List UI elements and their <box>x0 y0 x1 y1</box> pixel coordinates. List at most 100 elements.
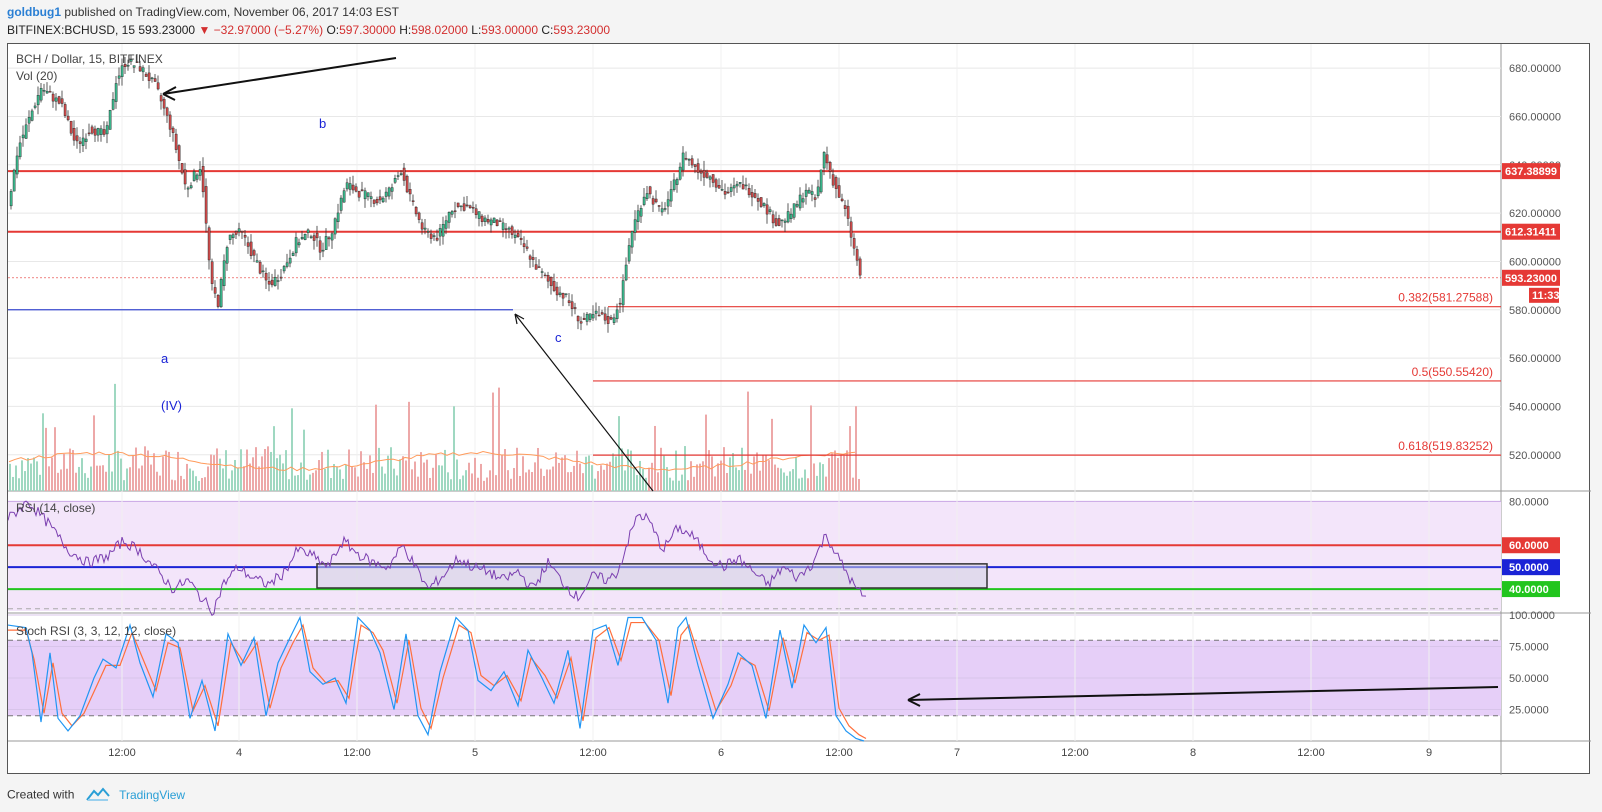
volume-bar <box>213 455 215 491</box>
candle-body <box>384 191 388 197</box>
volume-bar <box>594 478 596 491</box>
candle-body <box>513 234 517 238</box>
candle-body <box>819 169 823 193</box>
volume-bar <box>618 416 620 491</box>
volume-bar <box>801 477 803 491</box>
volume-bar <box>78 466 80 491</box>
candle-body <box>66 115 70 121</box>
rsi-level-label: 50.0000 <box>1509 562 1549 574</box>
candle-body <box>642 196 646 205</box>
candle-body <box>690 158 694 166</box>
volume-bar <box>540 468 542 491</box>
volume-bar <box>138 468 140 491</box>
volume-bar <box>780 468 782 491</box>
candle-body <box>318 240 322 253</box>
candle-body <box>750 192 754 198</box>
volume-bar <box>327 449 329 491</box>
volume-bar <box>549 469 551 491</box>
candle-body <box>36 95 40 106</box>
candle-body <box>372 199 376 204</box>
volume-bar <box>447 472 449 491</box>
candle-body <box>531 257 535 260</box>
candle-body <box>705 172 709 178</box>
candle-body <box>9 191 13 207</box>
volume-bar <box>24 471 26 491</box>
candle-body <box>552 281 556 291</box>
volume-bar <box>432 467 434 491</box>
candle-body <box>462 203 466 211</box>
candle-body <box>630 231 634 248</box>
candle-body <box>510 226 514 235</box>
trend-arrowhead <box>162 86 177 101</box>
publisher-username[interactable]: goldbug1 <box>7 5 61 19</box>
candle-body <box>51 93 55 102</box>
volume-bar <box>366 468 368 491</box>
volume-bar <box>240 449 242 491</box>
volume-bar <box>258 466 260 491</box>
volume-bar <box>330 478 332 491</box>
volume-bar <box>276 458 278 491</box>
volume-bar <box>120 458 122 491</box>
volume-bar <box>402 456 404 491</box>
volume-bar <box>426 459 428 491</box>
volume-bar <box>726 472 728 491</box>
candle-body <box>852 238 856 249</box>
volume-bar <box>573 465 575 491</box>
volume-bar <box>498 387 500 491</box>
volume-bar <box>288 479 290 491</box>
volume-bar <box>51 457 53 491</box>
volume-bar <box>522 456 524 491</box>
candle-body <box>834 177 838 189</box>
volume-bar <box>630 450 632 491</box>
volume-bar <box>852 477 854 491</box>
volume-bar <box>363 462 365 491</box>
candle-body <box>243 235 247 238</box>
volume-bar <box>228 478 230 491</box>
volume-bar <box>204 477 206 491</box>
candle-body <box>378 196 382 201</box>
volume-bar <box>507 470 509 491</box>
volume-bar <box>72 450 74 491</box>
volume-bar <box>501 454 503 491</box>
candle-body <box>99 128 103 135</box>
candle-body <box>777 218 781 226</box>
candle-body <box>726 191 730 194</box>
volume-bar <box>192 470 194 491</box>
tradingview-brand-link[interactable]: TradingView <box>119 787 186 802</box>
candle-body <box>108 110 112 130</box>
candle-body <box>762 203 766 206</box>
candle-body <box>207 227 211 261</box>
candle-body <box>375 199 379 204</box>
ohlc-c-label: C: <box>541 23 554 37</box>
wave-label-a: a <box>161 351 169 366</box>
volume-bar <box>408 401 410 491</box>
volume-bar <box>687 480 689 491</box>
candle-body <box>735 183 739 187</box>
volume-bar <box>339 469 341 491</box>
candle-body <box>162 98 166 109</box>
tradingview-logo-icon[interactable] <box>85 787 110 804</box>
volume-bar <box>819 462 821 491</box>
rsi-level-badge <box>1502 559 1560 576</box>
volume-bar <box>738 470 740 491</box>
volume-bar <box>321 451 323 491</box>
volume-bar <box>282 463 284 491</box>
candle-body <box>855 249 859 261</box>
candle-body <box>753 193 757 198</box>
candle-body <box>216 294 220 307</box>
volume-bar <box>198 480 200 491</box>
volume-bar <box>117 450 119 491</box>
candle-body <box>210 261 214 284</box>
volume-bar <box>429 477 431 491</box>
candle-body <box>393 178 397 183</box>
volume-bar <box>696 464 698 491</box>
volume-bar <box>834 450 836 491</box>
candle-body <box>405 175 409 193</box>
volume-bar <box>297 475 299 491</box>
candle-body <box>756 198 760 202</box>
chart-canvas[interactable]: 0.382(581.27588) 0.5(550.55420) 0.618(519.… <box>8 44 1591 775</box>
volume-bar <box>201 477 203 491</box>
chart-frame[interactable]: 0.382(581.27588) 0.5(550.55420) 0.618(519.… <box>7 43 1591 775</box>
candle-body <box>714 179 718 188</box>
time-tick-label: 12:00 <box>825 747 853 759</box>
